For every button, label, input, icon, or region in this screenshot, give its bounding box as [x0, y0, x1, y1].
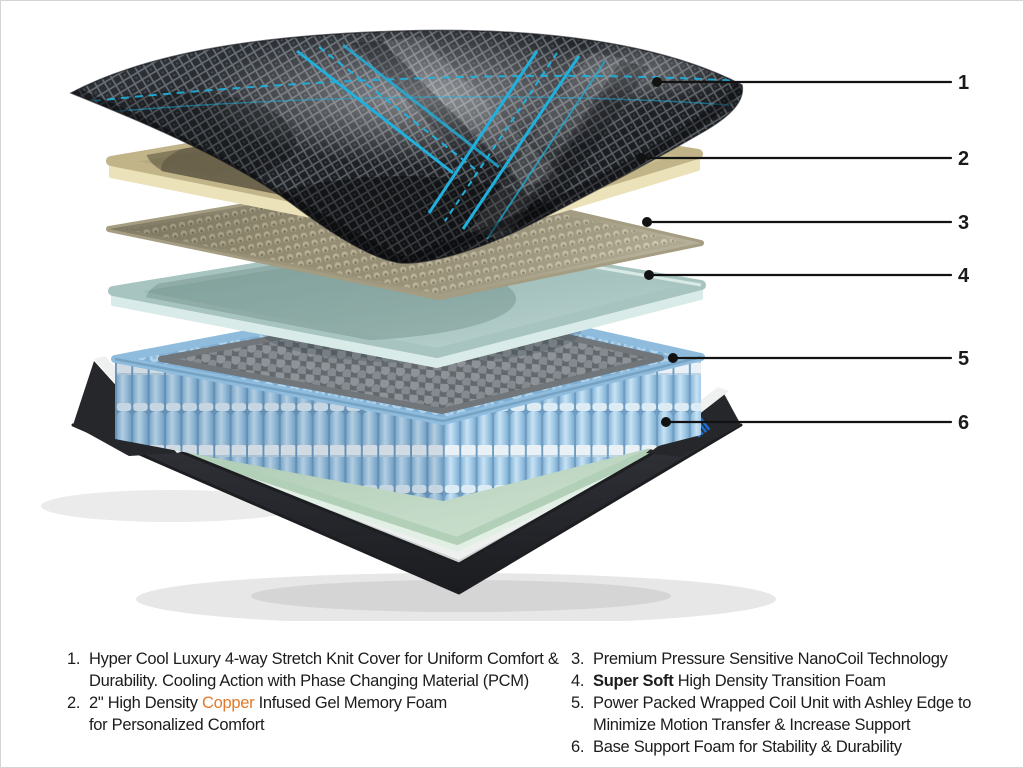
legend-item-3-text: Premium Pressure Sensitive NanoCoil Tech…: [593, 650, 948, 668]
callout-1-dot: [652, 77, 662, 87]
legend-item-1-text: Hyper Cool Luxury 4-way Stretch Knit Cov…: [89, 650, 559, 690]
legend-item-4-text-after: High Density Transition Foam: [673, 672, 886, 690]
callout-2: 2: [636, 148, 969, 170]
legend-item-6: 6. Base Support Foam for Stability & Dur…: [571, 736, 1011, 758]
legend-item-4-text: Super Soft High Density Transition Foam: [593, 670, 1011, 692]
floor-shadow: [41, 490, 776, 621]
callout-4: 4: [644, 265, 970, 287]
legend-item-4-bold-text: Super Soft: [593, 672, 674, 690]
callout-4-number: 4: [958, 265, 970, 287]
callouts: 1 2 3 4 5 6: [636, 72, 970, 434]
callout-6-dot: [661, 417, 671, 427]
callout-6-number: 6: [958, 412, 969, 434]
callout-2-dot: [636, 153, 646, 163]
legend-item-5-number: 5.: [571, 694, 585, 712]
legend-item-5: 5. Power Packed Wrapped Coil Unit with A…: [571, 692, 1011, 736]
callout-3-number: 3: [958, 212, 969, 234]
legend-item-4: 4. Super Soft High Density Transition Fo…: [571, 670, 1011, 692]
legend-item-2-text: 2" High Density Copper Infused Gel Memor…: [89, 692, 469, 736]
legend-item-4-number: 4.: [571, 672, 585, 690]
legend-item-3-number: 3.: [571, 650, 585, 668]
callout-3: 3: [642, 212, 969, 234]
callout-2-number: 2: [958, 148, 969, 170]
legend-item-2-text-before: 2" High Density: [89, 694, 202, 712]
callout-1: 1: [652, 72, 969, 94]
callout-5-number: 5: [958, 348, 969, 370]
exploded-mattress-diagram: 1 2 3 4 5 6: [41, 29, 970, 621]
legend-item-2-copper-highlight: Copper: [201, 694, 255, 712]
legend-item-2-text-after: Infused Gel Memory Foam for Personalized…: [89, 694, 447, 734]
legend-item-3: 3. Premium Pressure Sensitive NanoCoil T…: [571, 648, 1011, 670]
legend-item-1: 1. Hyper Cool Luxury 4-way Stretch Knit …: [67, 648, 559, 692]
callout-6: 6: [661, 412, 969, 434]
callout-5-dot: [668, 353, 678, 363]
legend-item-5-text: Power Packed Wrapped Coil Unit with Ashl…: [593, 694, 972, 734]
callout-5: 5: [668, 348, 969, 370]
legend-item-6-text: Base Support Foam for Stability & Durabi…: [593, 738, 902, 756]
legend-item-2-number: 2.: [67, 694, 81, 712]
callout-1-number: 1: [958, 72, 969, 94]
callout-4-dot: [644, 270, 654, 280]
legend-item-1-number: 1.: [67, 650, 81, 668]
legend-column-right: 3. Premium Pressure Sensitive NanoCoil T…: [571, 648, 1011, 758]
legend-item-2: 2. 2" High Density Copper Infused Gel Me…: [67, 692, 559, 736]
legend-column-left: 1. Hyper Cool Luxury 4-way Stretch Knit …: [67, 648, 559, 736]
callout-3-dot: [642, 217, 652, 227]
legend-item-6-number: 6.: [571, 738, 585, 756]
